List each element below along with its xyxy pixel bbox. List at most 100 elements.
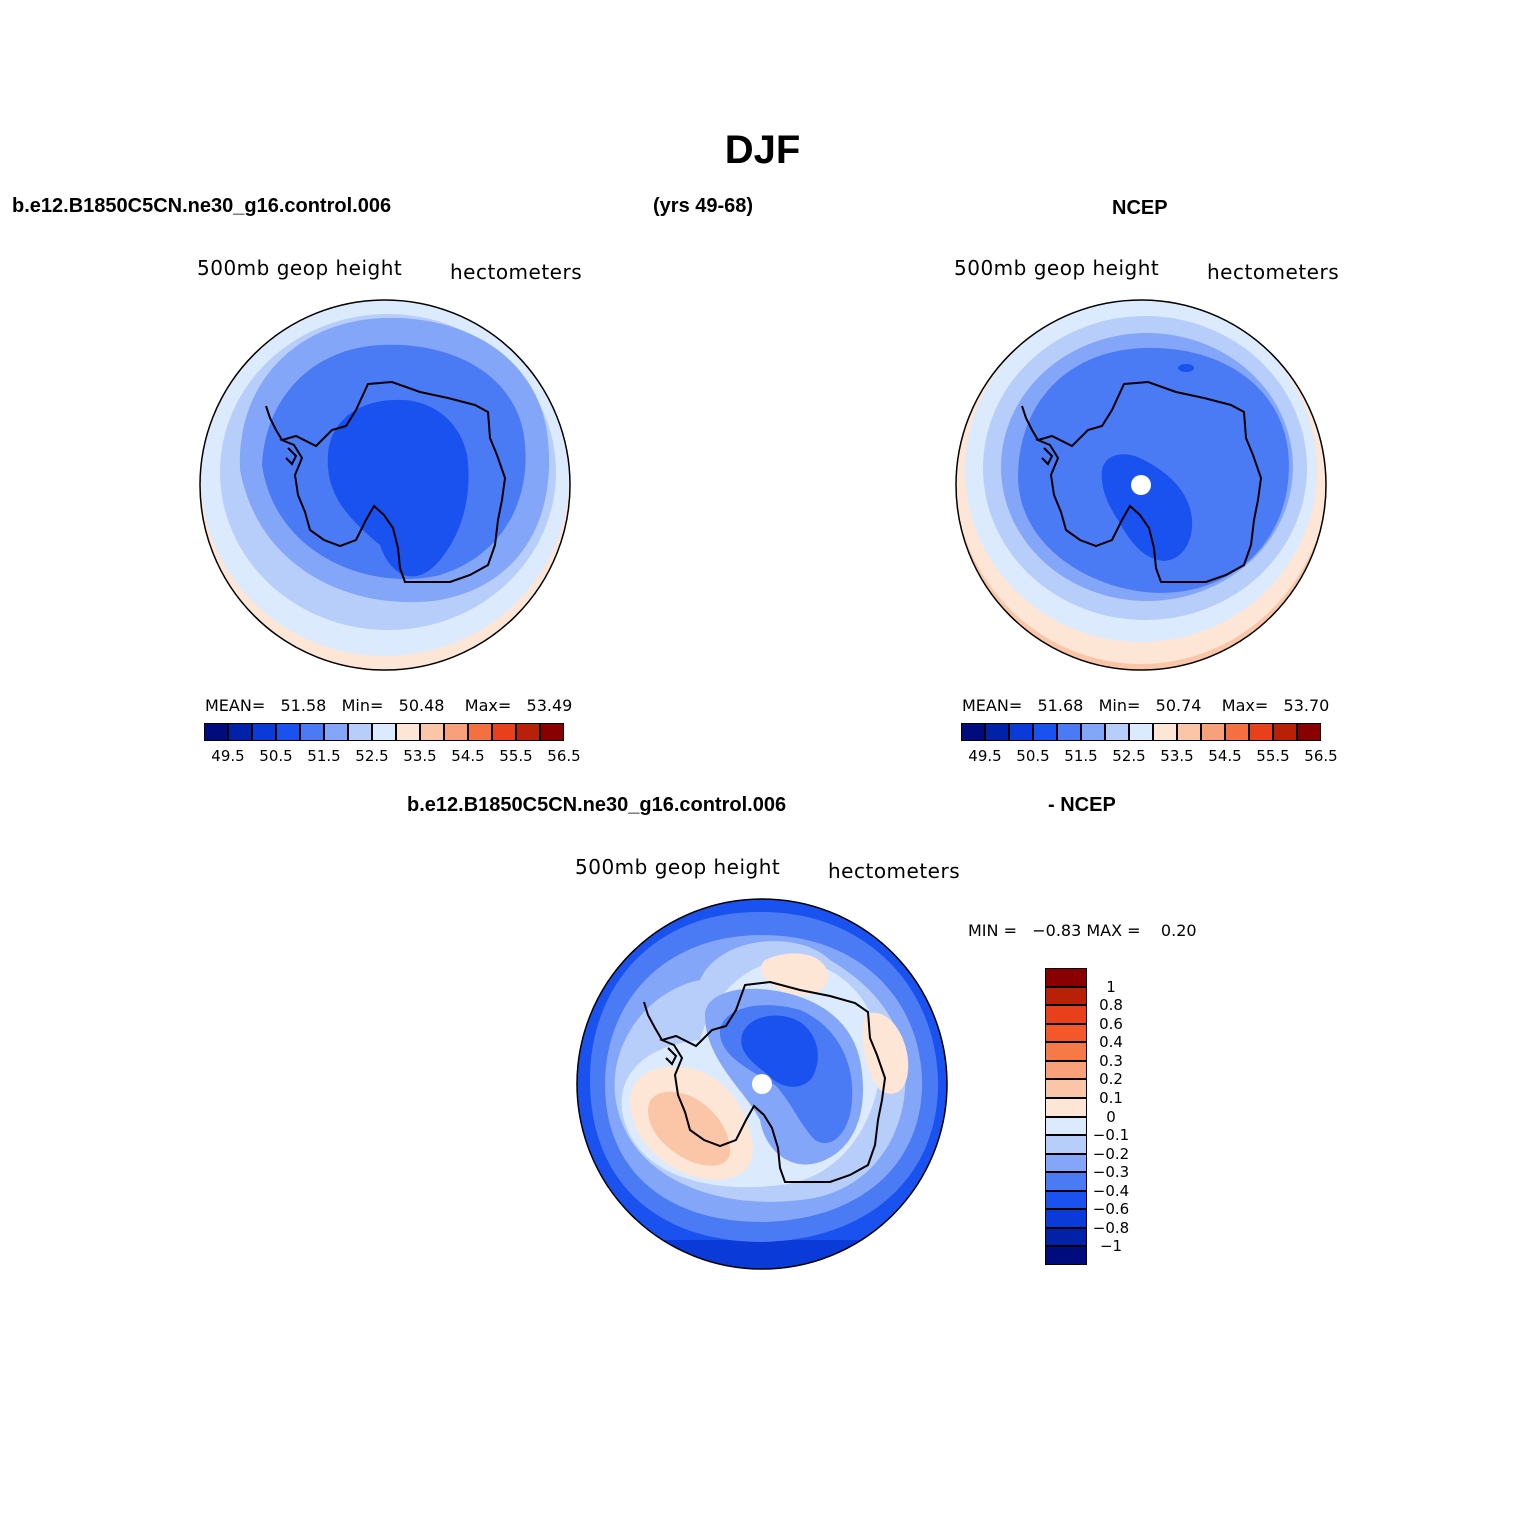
diff-colorbar-tick-label: −1 — [1099, 1237, 1123, 1256]
diff-colorbar-tick-label: 0.6 — [1099, 1014, 1123, 1033]
diff-colorbar-tick-label: −0.8 — [1092, 1218, 1130, 1237]
model-colorbar-swatch — [228, 723, 252, 741]
model-stats: MEAN= 51.58 Min= 50.48 Max= 53.49 — [205, 696, 572, 715]
model-colorbar-labels: 49.5 50.5 51.5 52.5 53.5 54.5 55.5 56.5 — [204, 747, 580, 767]
obs-peninsula-coast — [1021, 405, 1054, 466]
obs-colorbar-swatch — [1105, 723, 1129, 741]
model-colorbar-swatch — [300, 723, 324, 741]
obs-units-label: hectometers — [1207, 260, 1340, 284]
diff-colorbar-tick-label: 0.8 — [1099, 996, 1123, 1015]
model-colorbar-swatch — [516, 723, 540, 741]
diff-max-value: 0.20 — [1160, 921, 1197, 940]
obs-colorbar-tick-label: 55.5 — [1256, 747, 1290, 765]
main-title: DJF — [724, 128, 801, 172]
obs-mean-label: MEAN= — [962, 696, 1023, 715]
obs-colorbar-tick-label: 52.5 — [1112, 747, 1146, 765]
obs-colorbar-swatch — [1297, 723, 1321, 741]
diff-colorbar-tick-label: 0.3 — [1099, 1051, 1123, 1070]
obs-colorbar-tick-label: 49.5 — [968, 747, 1002, 765]
obs-colorbar-swatch — [1057, 723, 1081, 741]
diff-colorbar-swatch — [1045, 1079, 1087, 1098]
obs-min-value: 50.74 — [1155, 696, 1202, 715]
model-mean-label: MEAN= — [205, 696, 266, 715]
model-colorbar-tick-label: 55.5 — [499, 747, 533, 765]
obs-colorbar — [961, 723, 1321, 741]
diff-colorbar-swatch — [1045, 1097, 1087, 1117]
diff-colorbar-tick-label: −0.2 — [1092, 1144, 1130, 1163]
model-colorbar-swatch — [540, 723, 564, 741]
obs-max-value: 53.70 — [1283, 696, 1330, 715]
model-colorbar-swatch — [420, 723, 444, 741]
diff-colorbar-swatch — [1045, 1172, 1087, 1191]
diff-min-value: −0.83 — [1032, 921, 1082, 940]
model-antarctica-coast — [278, 380, 507, 583]
years-title: (yrs 49-68) — [653, 195, 754, 217]
model-units-label: hectometers — [450, 260, 583, 284]
diff-colorbar-labels: 1 0.8 0.6 0.4 0.3 0.2 0.1 0 −0.1 −0.2 −0.3 −0.4 −0.6… — [1093, 968, 1155, 1265]
diff-colorbar-swatch — [1045, 1116, 1087, 1136]
model-max-label: Max= — [464, 696, 512, 715]
diff-colorbar-tick-label: −0.6 — [1092, 1200, 1130, 1219]
model-colorbar-swatch — [396, 723, 420, 741]
model-max-value: 53.49 — [526, 696, 573, 715]
diff-colorbar-swatch — [1045, 1209, 1087, 1228]
obs-antarctica-coast — [1034, 380, 1263, 583]
diff-colorbar-tick-label: −0.3 — [1092, 1163, 1130, 1182]
obs-colorbar-swatch — [961, 723, 985, 741]
obs-pole-mask — [1131, 475, 1151, 495]
obs-colorbar-swatch — [1177, 723, 1201, 741]
model-mean-value: 51.58 — [280, 696, 327, 715]
obs-colorbar-tick-label: 56.5 — [1304, 747, 1338, 765]
diff-colorbar-swatch — [1045, 1190, 1087, 1210]
diff-units-label: hectometers — [828, 859, 961, 883]
diff-colorbar-swatch — [1045, 1153, 1087, 1173]
model-colorbar-swatch — [372, 723, 396, 741]
diff-variable-label: 500mb geop height — [575, 855, 781, 879]
obs-colorbar-swatch — [1249, 723, 1273, 741]
case-name-title: b.e12.B1850C5CN.ne30_g16.control.006 — [12, 195, 392, 217]
obs-colorbar-swatch — [1081, 723, 1105, 741]
obs-colorbar-swatch — [1009, 723, 1033, 741]
obs-mean-value: 51.68 — [1037, 696, 1084, 715]
obs-title: NCEP — [1112, 197, 1168, 219]
obs-colorbar-swatch — [1225, 723, 1249, 741]
obs-variable-label: 500mb geop height — [954, 256, 1160, 280]
model-colorbar — [204, 723, 564, 741]
obs-min-label: Min= — [1098, 696, 1141, 715]
diff-colorbar-tick-label: 0.1 — [1099, 1088, 1123, 1107]
diff-colorbar-swatch — [1045, 1246, 1087, 1265]
diff-peninsula-coast — [643, 1001, 678, 1066]
obs-colorbar-swatch — [1201, 723, 1225, 741]
obs-colorbar-tick-label: 54.5 — [1208, 747, 1242, 765]
obs-max-label: Max= — [1221, 696, 1269, 715]
model-colorbar-swatch — [204, 723, 228, 741]
model-min-value: 50.48 — [398, 696, 445, 715]
diff-antarctica-coast — [658, 980, 887, 1183]
diff-colorbar-tick-label: 0 — [1106, 1107, 1116, 1126]
model-colorbar-swatch — [468, 723, 492, 741]
diff-pole-mask — [752, 1074, 772, 1094]
diff-colorbar-tick-label: −0.1 — [1092, 1126, 1130, 1145]
diff-colorbar-tick-label: 1 — [1106, 977, 1116, 996]
diff-colorbar-swatch — [1045, 1023, 1087, 1043]
obs-stats: MEAN= 51.68 Min= 50.74 Max= 53.70 — [962, 696, 1329, 715]
diff-colorbar-swatch — [1045, 968, 1087, 987]
model-colorbar-swatch — [276, 723, 300, 741]
diff-stats: MIN = −0.83 MAX = 0.20 — [968, 921, 1197, 940]
diff-colorbar-swatch — [1045, 1060, 1087, 1080]
diff-colorbar-swatch — [1045, 1227, 1087, 1247]
diff-max-label: MAX = — [1086, 921, 1141, 940]
model-colorbar-tick-label: 54.5 — [451, 747, 485, 765]
obs-colorbar-labels: 49.5 50.5 51.5 52.5 53.5 54.5 55.5 56.5 — [961, 747, 1337, 767]
model-peninsula-coast — [265, 405, 298, 466]
model-colorbar-tick-label: 52.5 — [355, 747, 389, 765]
model-colorbar-swatch — [444, 723, 468, 741]
diff-min-label: MIN = — [968, 921, 1017, 940]
obs-colorbar-swatch — [1129, 723, 1153, 741]
obs-colorbar-tick-label: 53.5 — [1160, 747, 1194, 765]
obs-colorbar-tick-label: 50.5 — [1016, 747, 1050, 765]
diff-colorbar-tick-label: −0.4 — [1092, 1181, 1130, 1200]
diff-colorbar-swatch — [1045, 1005, 1087, 1024]
